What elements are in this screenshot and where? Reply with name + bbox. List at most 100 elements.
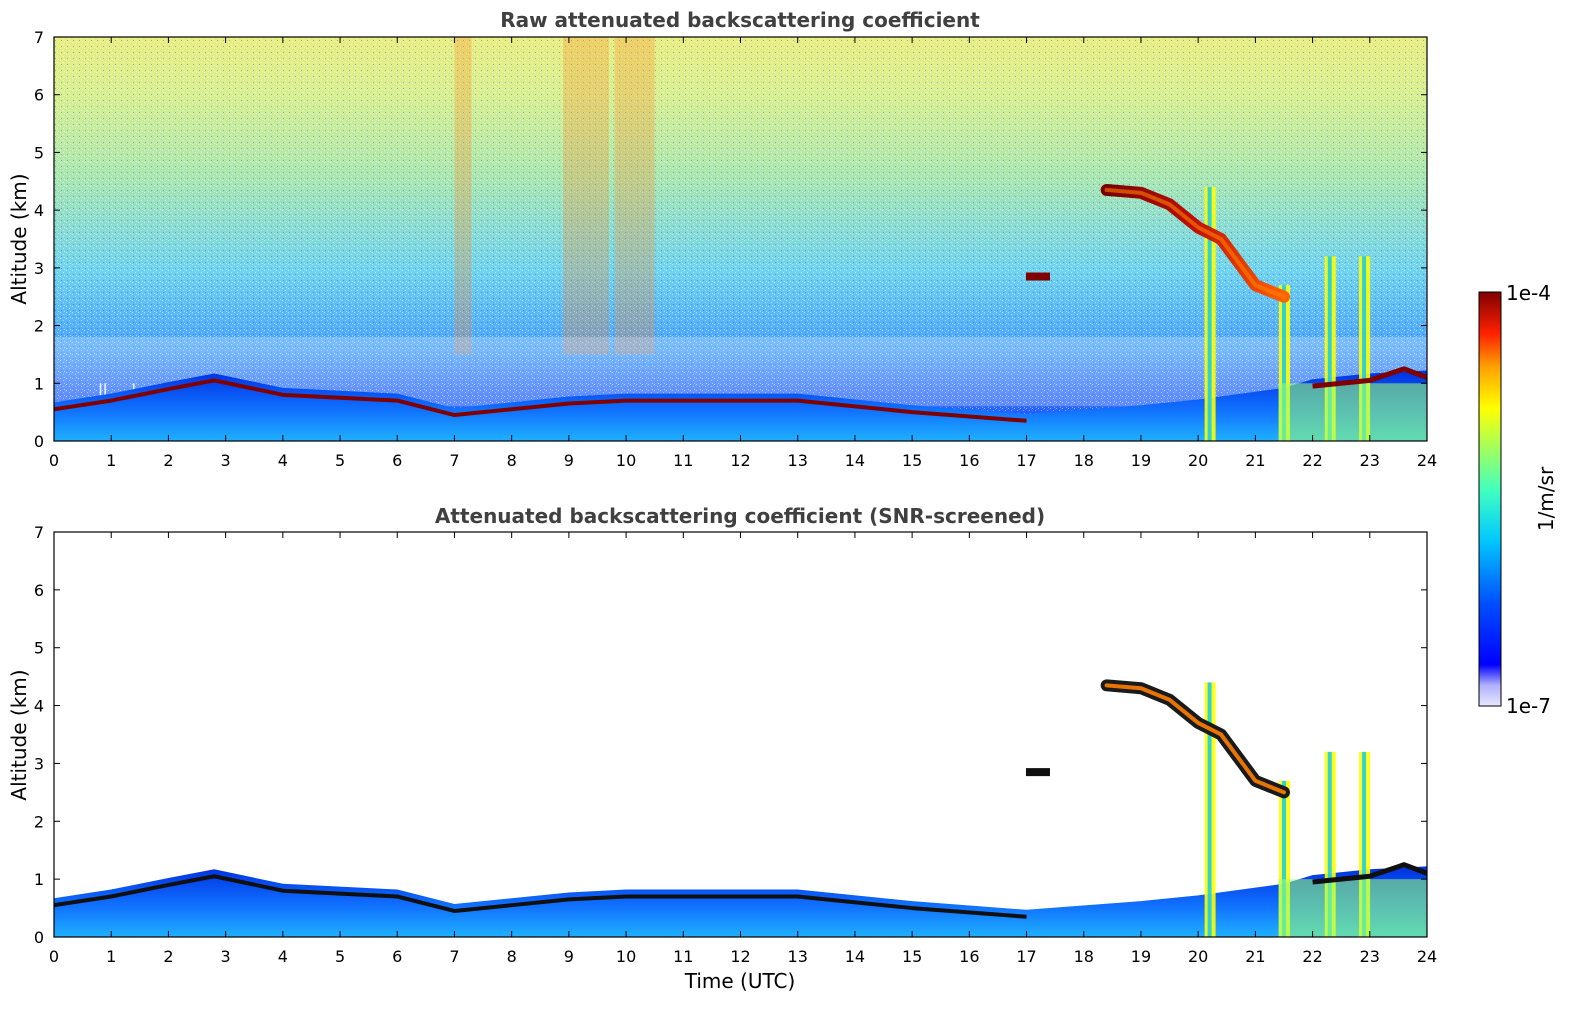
x-tick-label: 20 xyxy=(1188,451,1208,470)
y-tick-label: 6 xyxy=(34,581,44,600)
x-tick-label: 24 xyxy=(1417,947,1437,966)
x-tick-label: 15 xyxy=(902,451,922,470)
precipitation-core xyxy=(1207,187,1212,441)
x-tick-label: 3 xyxy=(221,947,231,966)
noise-texture xyxy=(54,37,1427,441)
x-tick-label: 0 xyxy=(49,947,59,966)
x-tick-label: 18 xyxy=(1074,451,1094,470)
boundary-layer xyxy=(54,370,1427,441)
x-tick-label: 12 xyxy=(730,451,750,470)
x-tick-label: 14 xyxy=(845,947,865,966)
elevated-cloud-edge xyxy=(1104,187,1286,299)
x-tick-label: 7 xyxy=(449,451,459,470)
boundary-layer-top xyxy=(54,378,1027,423)
y-axis-screened: 0 1 2 3 4 5 6 7 xyxy=(34,523,1427,947)
y-tick-label: 7 xyxy=(34,28,44,47)
x-tick-label: 1 xyxy=(106,451,116,470)
x-tick-label: 1 xyxy=(106,947,116,966)
heatmap-features-raw xyxy=(54,37,1427,441)
x-tick-label: 7 xyxy=(449,947,459,966)
y-tick-label: 3 xyxy=(34,259,44,278)
x-tick-label: 16 xyxy=(959,947,979,966)
x-tick-label: 22 xyxy=(1302,947,1322,966)
y-tick-label: 4 xyxy=(34,201,44,220)
y-tick-label: 3 xyxy=(34,754,44,773)
panel-screened: Attenuated backscattering coefficient (S… xyxy=(7,504,1437,993)
heatmap-features-screened xyxy=(54,679,1427,937)
x-tick-label: 5 xyxy=(335,451,345,470)
chart-title-screened: Attenuated backscattering coefficient (S… xyxy=(435,504,1045,528)
x-tick-label: 12 xyxy=(730,947,750,966)
x-axis-screened: 0 1 2 3 4 5 6 7 8 9 10 11 12 13 14 15 16 17 18 19 20 21 22 23 24 xyxy=(49,532,1437,966)
x-tick-label: 6 xyxy=(392,451,402,470)
colorbar-min-label: 1e-7 xyxy=(1506,694,1551,718)
rain-layer xyxy=(1278,879,1427,937)
x-tick-label: 9 xyxy=(564,451,574,470)
y-tick-label: 5 xyxy=(34,639,44,658)
x-tick-label: 23 xyxy=(1360,947,1380,966)
y-axis-label-screened: Altitude (km) xyxy=(7,669,31,800)
x-tick-label: 10 xyxy=(616,451,636,470)
panel-raw: Raw attenuated backscattering coefficien… xyxy=(7,8,1437,470)
precipitation-core xyxy=(1327,256,1332,441)
x-tick-label: 8 xyxy=(507,947,517,966)
aerosol-streak xyxy=(454,37,472,355)
x-tick-label: 24 xyxy=(1417,451,1437,470)
x-tick-label: 19 xyxy=(1131,947,1151,966)
heatmap-raw xyxy=(54,37,1427,441)
precipitation-core xyxy=(1281,780,1286,937)
y-tick-label: 6 xyxy=(34,86,44,105)
precipitation-core xyxy=(1207,682,1212,937)
x-tick-label: 9 xyxy=(564,947,574,966)
y-tick-label: 1 xyxy=(34,870,44,889)
y-axis-label-raw: Altitude (km) xyxy=(7,173,31,304)
aerosol-streak xyxy=(614,37,655,355)
x-tick-label: 16 xyxy=(959,451,979,470)
boundary-layer-top xyxy=(54,874,1027,919)
y-tick-label: 0 xyxy=(34,928,44,947)
y-axis-raw: 0 1 2 3 4 5 6 7 xyxy=(34,28,1427,451)
x-tick-label: 15 xyxy=(902,947,922,966)
heatmap-background-screened xyxy=(54,532,1427,937)
rain-layer xyxy=(1278,383,1427,441)
x-tick-label: 11 xyxy=(673,451,693,470)
y-tick-label: 2 xyxy=(34,317,44,336)
x-tick-label: 14 xyxy=(845,451,865,470)
isolated-cloud xyxy=(1025,768,1050,777)
x-tick-label: 22 xyxy=(1302,451,1322,470)
x-tick-label: 3 xyxy=(221,451,231,470)
x-tick-label: 21 xyxy=(1245,451,1265,470)
aerosol-streak xyxy=(563,37,609,355)
cloud-top-layer xyxy=(1312,862,1427,885)
precipitation-core xyxy=(1281,285,1286,441)
x-tick-label: 6 xyxy=(392,947,402,966)
x-tick-label: 8 xyxy=(507,451,517,470)
heatmap-screened xyxy=(54,532,1427,937)
precipitation-core xyxy=(1327,751,1332,937)
y-tick-label: 4 xyxy=(34,697,44,716)
x-axis-raw: 0 1 2 3 4 5 6 7 8 9 10 11 12 13 14 15 16 17 18 19 20 21 22 23 24 xyxy=(49,37,1437,470)
x-tick-label: 0 xyxy=(49,451,59,470)
x-tick-label: 13 xyxy=(788,947,808,966)
x-tick-label: 4 xyxy=(278,451,288,470)
elevated-cloud-edge xyxy=(1104,683,1286,795)
boundary-layer xyxy=(54,866,1427,937)
chart-title-raw: Raw attenuated backscattering coefficien… xyxy=(500,8,980,32)
x-tick-label: 20 xyxy=(1188,947,1208,966)
x-tick-label: 11 xyxy=(673,947,693,966)
colorbar-max-label: 1e-4 xyxy=(1506,281,1551,305)
x-tick-label: 17 xyxy=(1016,451,1036,470)
y-tick-label: 7 xyxy=(34,523,44,542)
colorbar: 1e-4 1e-7 1/m/sr xyxy=(1478,281,1558,718)
x-tick-label: 23 xyxy=(1360,451,1380,470)
cloud-top-layer xyxy=(1312,366,1427,389)
x-tick-label: 18 xyxy=(1074,947,1094,966)
x-axis-label: Time (UTC) xyxy=(684,969,796,993)
colorbar-gradient xyxy=(1478,291,1502,707)
colorbar-unit-label: 1/m/sr xyxy=(1534,466,1558,531)
x-tick-label: 2 xyxy=(163,947,173,966)
x-tick-label: 5 xyxy=(335,947,345,966)
x-tick-label: 13 xyxy=(788,451,808,470)
x-tick-label: 2 xyxy=(163,451,173,470)
